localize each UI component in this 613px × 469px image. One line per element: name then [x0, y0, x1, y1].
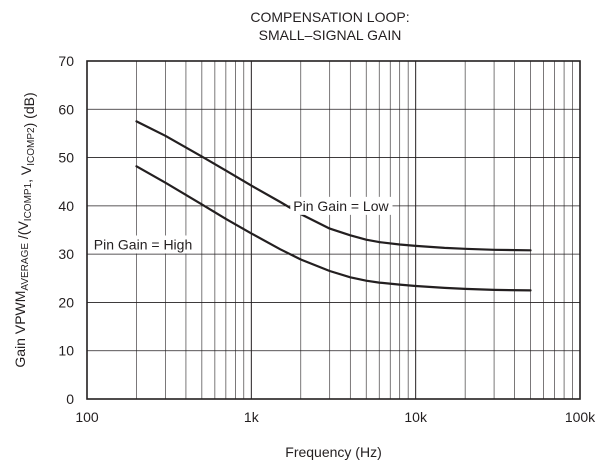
y-tick-label: 10 [58, 343, 74, 359]
y-tick-label: 60 [58, 101, 74, 117]
y-tick-label: 40 [58, 198, 74, 214]
x-tick-label: 100k [565, 409, 596, 425]
y-tick-label: 20 [58, 294, 74, 310]
y-tick-label: 0 [66, 391, 74, 407]
plot-frame [86, 60, 581, 400]
x-tick-label: 1k [244, 409, 260, 425]
series-annotation-label: Pin Gain = Low [293, 198, 389, 214]
series-line [135, 165, 532, 292]
annotation-background [90, 235, 196, 254]
y-axis-label: Gain VPWMAVERAGE /(VICOMP1, VICOMP2) (dB… [12, 92, 37, 367]
series-line [135, 120, 532, 252]
x-tick-label: 10k [404, 409, 428, 425]
chart-title-line-2: SMALL–SIGNAL GAIN [258, 27, 402, 43]
annotation-background [290, 196, 393, 215]
y-tick-label: 70 [58, 53, 74, 69]
y-tick-label: 50 [58, 150, 74, 166]
x-axis-label: Frequency (Hz) [285, 444, 381, 460]
series-annotation-label: Pin Gain = High [94, 236, 192, 252]
x-tick-label: 100 [75, 409, 99, 425]
y-tick-label: 30 [58, 246, 74, 262]
chart-title-line-1: COMPENSATION LOOP: [250, 9, 410, 25]
